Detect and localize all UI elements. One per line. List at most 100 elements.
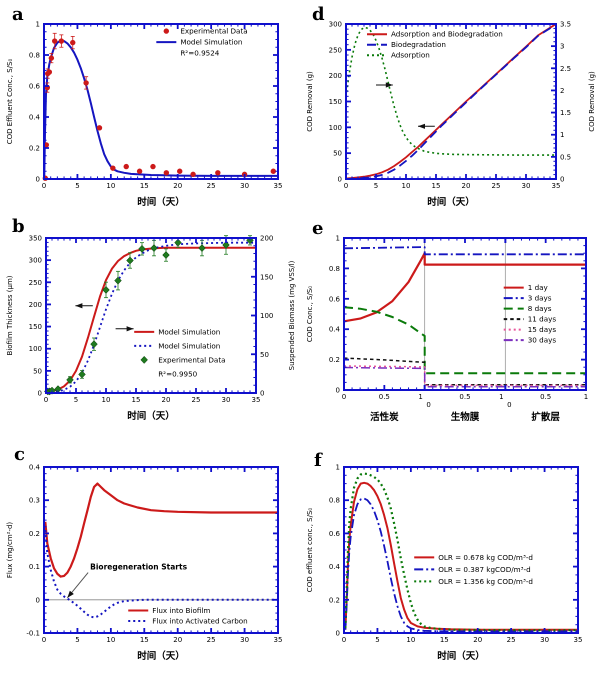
svg-text:0: 0 (336, 387, 340, 395)
svg-text:100: 100 (329, 124, 342, 132)
svg-text:0: 0 (507, 401, 511, 409)
axis-ticks (343, 237, 587, 391)
svg-text:0: 0 (560, 176, 564, 184)
svg-text:20: 20 (162, 396, 171, 404)
svg-text:0.6: 0.6 (329, 530, 341, 538)
svg-text:250: 250 (29, 279, 42, 287)
svg-text:3.5: 3.5 (560, 21, 571, 29)
svg-text:0.2: 0.2 (329, 356, 340, 364)
svg-text:0.5: 0.5 (560, 153, 571, 161)
svg-text:1: 1 (36, 21, 40, 29)
series-flux-into-activated-carbon (44, 530, 278, 619)
annotations (376, 82, 435, 129)
svg-text:R²=0.9524: R²=0.9524 (180, 49, 219, 58)
svg-text:20: 20 (173, 636, 182, 644)
svg-text:0.4: 0.4 (29, 464, 41, 472)
axis-ticks (43, 23, 279, 180)
svg-text:15: 15 (440, 636, 449, 644)
svg-text:Flux into Biofilm: Flux into Biofilm (152, 606, 210, 615)
series-days-3 (343, 246, 586, 256)
svg-text:15 days: 15 days (528, 325, 557, 334)
svg-text:OLR = 1.356 kg COD/m³-d: OLR = 1.356 kg COD/m³-d (438, 577, 533, 586)
axis-ticks (45, 237, 257, 394)
panel-f-letter: f (314, 450, 322, 471)
svg-text:Model Simulation: Model Simulation (158, 327, 220, 336)
svg-text:5: 5 (74, 396, 78, 404)
svg-text:0.8: 0.8 (29, 52, 40, 60)
svg-text:11 days: 11 days (528, 315, 557, 324)
axis-ticks (43, 466, 279, 634)
svg-text:1: 1 (560, 131, 564, 139)
svg-text:1: 1 (584, 393, 588, 401)
svg-text:Biofilm Thickness (μm): Biofilm Thickness (μm) (6, 275, 14, 355)
panel-b-letter: b (12, 216, 25, 237)
svg-text:200: 200 (29, 301, 42, 309)
chart-panel-a: 0 5 10 15 20 25 30 35 0 0.2 0.4 0.6 0.8 1 时间（天） COD Eff… (6, 21, 282, 209)
svg-text:200: 200 (329, 72, 342, 80)
svg-text:35: 35 (252, 396, 261, 404)
axis-ticks (345, 23, 557, 180)
svg-text:时间（天）: 时间（天） (137, 650, 185, 662)
svg-text:5: 5 (374, 182, 378, 190)
svg-text:0: 0 (36, 176, 40, 184)
series-model-simulation-biomass (45, 241, 256, 394)
svg-text:0.8: 0.8 (329, 497, 340, 505)
svg-text:COD Removal (g): COD Removal (g) (588, 71, 596, 132)
plot-frame (343, 466, 579, 634)
legend: Adsorption and BiodegradationBiodegradat… (367, 30, 503, 60)
svg-text:0.4: 0.4 (329, 326, 341, 334)
svg-text:时间（天）: 时间（天） (427, 196, 475, 208)
series-olr-0678 (344, 481, 578, 631)
svg-text:OLR = 0.678 kg COD/m³-d: OLR = 0.678 kg COD/m³-d (438, 553, 533, 562)
svg-text:15: 15 (432, 182, 441, 190)
svg-text:0.8: 0.8 (329, 265, 340, 273)
series-biodegradation (345, 23, 557, 180)
axis-labels: 0 5 10 15 20 25 30 35-0.100.10.20.30.4时间（天）Flux… (6, 464, 282, 663)
svg-text:50: 50 (333, 150, 342, 158)
svg-text:20: 20 (473, 636, 482, 644)
svg-text:Model Simulation: Model Simulation (180, 38, 242, 47)
svg-text:1 day: 1 day (528, 283, 549, 292)
series-days-30 (343, 366, 586, 388)
svg-text:Model Simulation: Model Simulation (158, 341, 220, 350)
svg-text:0: 0 (426, 401, 430, 409)
series-model-simulation (43, 39, 278, 177)
svg-text:0: 0 (42, 636, 46, 644)
svg-text:1.5: 1.5 (560, 109, 571, 117)
svg-text:-0.1: -0.1 (26, 630, 40, 638)
svg-text:0.1: 0.1 (29, 563, 40, 571)
svg-text:0.2: 0.2 (29, 145, 40, 153)
series-days-8 (343, 306, 586, 375)
chart-panel-f: 0 5 10 15 20 25 30 35 0 0.2 0.4 0.6 0.8 1 时间（天） COD eff… (306, 464, 582, 663)
svg-text:0.5: 0.5 (379, 393, 390, 401)
svg-text:OLR = 0.387 kgCOD/m³-d: OLR = 0.387 kgCOD/m³-d (438, 565, 531, 574)
svg-text:R²=0.9950: R²=0.9950 (158, 369, 197, 378)
plot-frame (43, 23, 279, 180)
svg-text:25: 25 (207, 636, 216, 644)
chart-panel-d: 0 5 10 15 20 25 30 3505010015020025030000.511.5… (306, 21, 596, 209)
svg-text:50: 50 (33, 367, 42, 375)
svg-text:Experimental Data: Experimental Data (180, 27, 247, 36)
svg-text:0: 0 (338, 176, 342, 184)
svg-text:150: 150 (29, 323, 42, 331)
svg-text:50: 50 (260, 351, 269, 359)
svg-text:0.6: 0.6 (329, 295, 341, 303)
series-olr-1356 (344, 472, 578, 632)
svg-text:生物膜: 生物膜 (451, 411, 480, 423)
svg-text:0.6: 0.6 (29, 83, 41, 91)
svg-text:5: 5 (375, 636, 379, 644)
svg-text:25: 25 (207, 182, 216, 190)
svg-text:COD effluent conc., S/S₀: COD effluent conc., S/S₀ (306, 508, 314, 593)
svg-text:20: 20 (462, 182, 471, 190)
axis-labels: 0 5 10 15 20 25 30 3505010015020025030000.511.5… (306, 21, 596, 209)
svg-text:30 days: 30 days (528, 336, 557, 345)
svg-text:10: 10 (402, 182, 411, 190)
svg-text:Suspended Biomass (mg VSS/l): Suspended Biomass (mg VSS/l) (288, 260, 296, 370)
svg-text:30: 30 (540, 636, 549, 644)
svg-text:0.5: 0.5 (540, 393, 551, 401)
svg-text:COD Effluent Conc., S/S₀: COD Effluent Conc., S/S₀ (6, 59, 14, 145)
svg-text:0.4: 0.4 (29, 114, 41, 122)
